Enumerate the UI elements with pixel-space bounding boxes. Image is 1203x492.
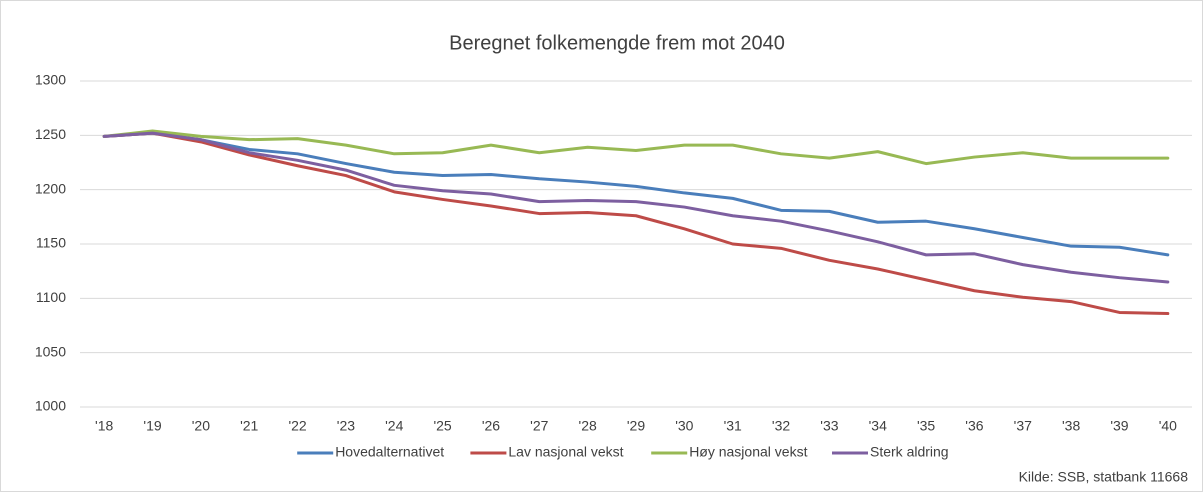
legend-label: Lav nasjonal vekst [508, 444, 623, 460]
x-tick-label: '39 [1110, 418, 1128, 434]
x-tick-label: '36 [965, 418, 983, 434]
x-tick-label: '28 [579, 418, 597, 434]
x-tick-label: '21 [240, 418, 258, 434]
legend-label: Høy nasjonal vekst [689, 444, 807, 460]
y-tick-label: 1150 [36, 235, 66, 251]
y-tick-label: 1100 [36, 289, 66, 305]
x-tick-label: '37 [1014, 418, 1032, 434]
x-tick-label: '24 [385, 418, 403, 434]
y-tick-label: 1200 [35, 180, 66, 196]
x-tick-label: '35 [917, 418, 935, 434]
legend-label: Sterk aldring [870, 444, 949, 460]
y-tick-label: 1250 [35, 126, 66, 142]
x-tick-label: '32 [772, 418, 790, 434]
line-series [102, 131, 1170, 257]
source-note: Kilde: SSB, statbank 11668 [1019, 469, 1189, 485]
y-tick-label: 1050 [35, 343, 66, 359]
y-tick-label: 1000 [35, 398, 66, 414]
y-tick-label: 1300 [35, 72, 66, 88]
x-tick-label: '25 [433, 418, 451, 434]
x-tick-label: '18 [95, 418, 113, 434]
x-tick-label: '40 [1159, 418, 1177, 434]
x-tick-label: '22 [288, 418, 306, 434]
legend-label: Hovedalternativet [335, 444, 444, 460]
x-tick-label: '29 [627, 418, 645, 434]
x-tick-label: '20 [192, 418, 210, 434]
x-tick-label: '26 [482, 418, 500, 434]
line-series [102, 131, 1170, 284]
x-tick-label: '19 [143, 418, 161, 434]
x-tick-label: '38 [1062, 418, 1080, 434]
x-tick-label: '30 [675, 418, 693, 434]
x-tick-label: '34 [869, 418, 887, 434]
line-series [102, 129, 1170, 166]
chart-title: Beregnet folkemengde frem mot 2040 [449, 32, 785, 54]
line-series [102, 131, 1170, 316]
x-tick-label: '33 [820, 418, 838, 434]
x-tick-label: '27 [530, 418, 548, 434]
x-tick-label: '31 [724, 418, 742, 434]
x-tick-label: '23 [337, 418, 355, 434]
